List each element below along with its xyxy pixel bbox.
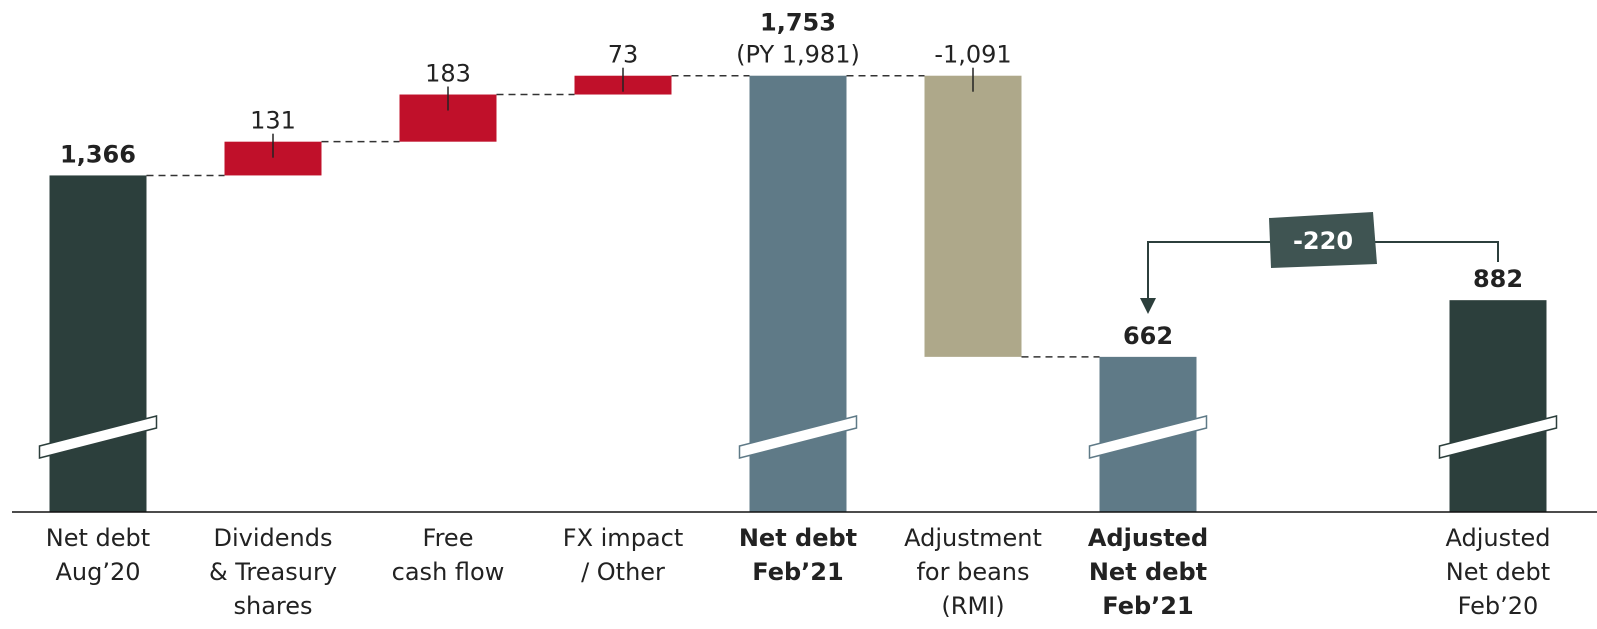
value-label: 131 bbox=[250, 107, 296, 135]
x-tick-label: for beans bbox=[916, 558, 1029, 586]
bar bbox=[49, 175, 147, 512]
value-label: 1,753 bbox=[760, 9, 836, 37]
x-tick-label: / Other bbox=[581, 558, 665, 586]
x-tick-label: Net debt bbox=[739, 524, 857, 552]
x-tick-label: cash flow bbox=[392, 558, 505, 586]
delta-label: -220 bbox=[1293, 227, 1353, 255]
value-label: 1,366 bbox=[60, 140, 136, 168]
x-tick-label: Feb’21 bbox=[752, 558, 843, 586]
x-tick-label: FX impact bbox=[563, 524, 683, 552]
bar bbox=[924, 75, 1022, 357]
x-tick-label: Adjustment bbox=[904, 524, 1042, 552]
x-tick-label: shares bbox=[233, 592, 312, 620]
value-label: 73 bbox=[608, 41, 639, 69]
x-tick-label: Feb’21 bbox=[1102, 592, 1193, 620]
x-tick-label: Feb’20 bbox=[1458, 592, 1539, 620]
x-tick-label: Aug’20 bbox=[55, 558, 140, 586]
x-tick-label: Net debt bbox=[1089, 558, 1207, 586]
value-label: 662 bbox=[1123, 322, 1173, 350]
x-tick-label: Adjusted bbox=[1088, 524, 1208, 552]
value-label: 882 bbox=[1473, 265, 1523, 293]
value-note: (PY 1,981) bbox=[736, 41, 860, 69]
x-tick-label: Dividends bbox=[214, 524, 333, 552]
axis-break bbox=[1438, 415, 1558, 459]
delta-arrow bbox=[1140, 298, 1156, 314]
axis-break bbox=[1088, 415, 1208, 459]
x-tick-label: Net debt bbox=[46, 524, 150, 552]
value-label: -1,091 bbox=[934, 41, 1011, 69]
x-tick-label: (RMI) bbox=[941, 592, 1004, 620]
value-label: 183 bbox=[425, 60, 471, 88]
delta-box bbox=[1269, 212, 1377, 268]
bar bbox=[1449, 300, 1547, 512]
axis-break bbox=[38, 415, 158, 459]
x-tick-label: Free bbox=[423, 524, 474, 552]
axis-break bbox=[738, 415, 858, 459]
x-tick-label: & Treasury bbox=[209, 558, 337, 586]
x-tick-label: Adjusted bbox=[1445, 524, 1550, 552]
x-tick-label: Net debt bbox=[1446, 558, 1550, 586]
